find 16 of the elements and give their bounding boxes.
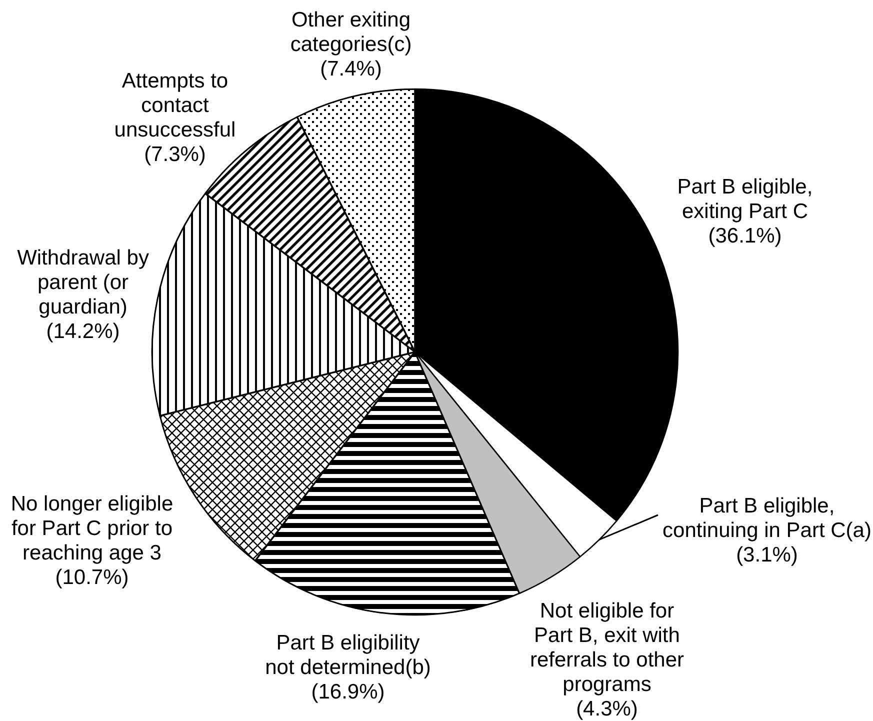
data-label: (10.7%) [55, 566, 129, 589]
data-label: (16.9%) [311, 680, 385, 704]
data-label: (7.4%) [320, 57, 382, 80]
slice-label: Withdrawal by parent (or guardian) [17, 246, 150, 318]
slice-label: Part B eligible, exiting Part C [677, 175, 813, 223]
data-label: (3.1%) [736, 543, 798, 566]
data-label: (14.2%) [46, 320, 120, 343]
slice-label: Not eligible for Part B, exit with referrals to other programs [530, 599, 684, 696]
slice-label: Part B eligible, continuing in Part C(a) [662, 494, 872, 542]
slice-label: Other exiting categories(c) [290, 8, 412, 56]
slice-label: No longer eligible for Part C prior to reaching age 3 [10, 492, 174, 564]
data-label: (36.1%) [708, 224, 782, 248]
data-label: (7.3%) [144, 142, 206, 166]
slice-label: Attempts to contact unsuccessful [114, 69, 236, 142]
slice-label: Part B eligibility not determined(b) [265, 631, 431, 679]
data-label: (4.3%) [576, 697, 638, 720]
